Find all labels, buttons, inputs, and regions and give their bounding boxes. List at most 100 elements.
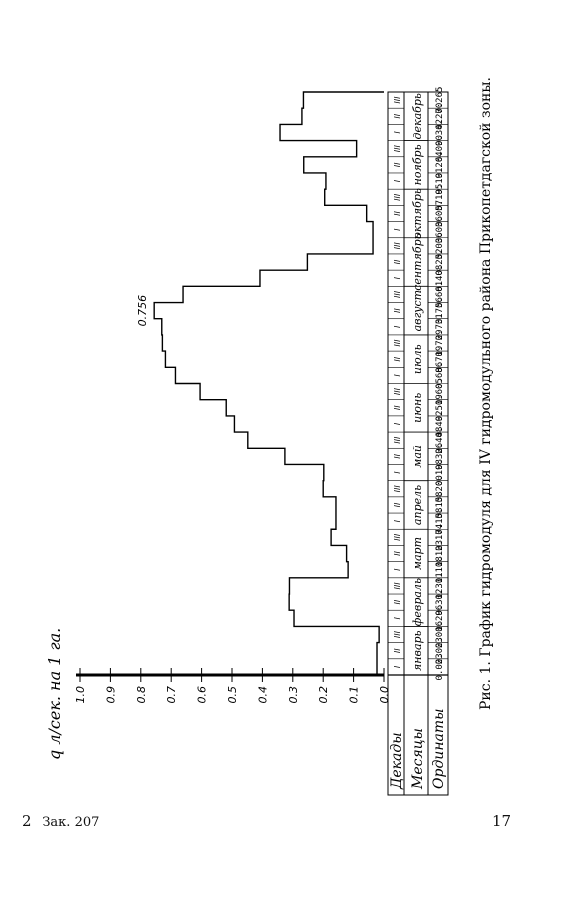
- decade-label: I: [393, 325, 402, 328]
- decade-bar: [336, 513, 384, 529]
- decade-label: III: [393, 145, 402, 153]
- y-tick-label: 0.4: [256, 686, 269, 704]
- ordinate-label: 0.023: [435, 637, 445, 664]
- row-label-decades: Декады: [389, 732, 405, 790]
- y-tick-label: 0.2: [317, 686, 330, 704]
- decade-label: II: [393, 113, 402, 118]
- ordinate-label: 0.731: [435, 313, 445, 340]
- decade-label: III: [393, 290, 402, 298]
- y-tick-label: 0.9: [104, 686, 117, 704]
- decade-label: III: [393, 242, 402, 250]
- decade-label: I: [393, 131, 402, 134]
- month-label: сентябрь: [411, 233, 424, 290]
- figure-caption: Рис. 1. График гидромодуля для IV гидром…: [478, 77, 494, 710]
- decade-bar: [307, 254, 384, 270]
- month-label: август: [411, 290, 424, 332]
- decade-label: I: [393, 276, 402, 279]
- decade-bar: [336, 497, 384, 513]
- decade-label: III: [393, 436, 402, 444]
- decade-bar: [234, 416, 384, 432]
- month-label: ноябрь: [411, 144, 424, 185]
- y-tick-label: 0.5: [226, 686, 239, 704]
- y-tick-label: 1.0: [74, 686, 87, 704]
- decade-label: III: [393, 193, 402, 201]
- ordinate-label: 0.158: [435, 508, 445, 535]
- decade-bar: [367, 205, 384, 221]
- decade-label: II: [393, 648, 402, 653]
- decade-label: I: [393, 374, 402, 377]
- decade-label: II: [393, 405, 402, 410]
- decade-bar: [348, 562, 384, 578]
- ordinate-label: 0.719: [435, 346, 445, 373]
- decade-label: I: [393, 471, 402, 474]
- ordinate-label: 0.296: [435, 605, 445, 632]
- decade-bar: [285, 448, 384, 464]
- decade-bar: [304, 157, 384, 173]
- decade-bar: [303, 92, 384, 108]
- ordinate-label: 0.264: [435, 151, 445, 178]
- ordinate-label: 0.312: [435, 589, 445, 616]
- page-number: 17: [492, 812, 512, 830]
- footer-order-note: Зак. 207: [42, 815, 100, 830]
- footer-left: 2 Зак. 207: [22, 812, 99, 830]
- decade-bar: [226, 400, 384, 416]
- decade-label: I: [393, 422, 402, 425]
- decade-bar: [373, 222, 384, 238]
- decade-bar: [260, 270, 384, 286]
- decade-bar: [200, 384, 384, 400]
- decade-bar: [325, 189, 384, 205]
- decade-bar: [289, 594, 384, 610]
- decade-label: I: [393, 616, 402, 619]
- decade-label: III: [393, 387, 402, 395]
- decade-bar: [379, 626, 384, 642]
- decade-bar: [154, 303, 384, 319]
- month-label: октябрь: [411, 188, 424, 239]
- decade-label: I: [393, 179, 402, 182]
- ordinate-label: 0.036: [435, 232, 445, 259]
- ordinate-label: 0.057: [435, 200, 445, 227]
- decade-bar: [175, 367, 384, 383]
- y-tick-label: 0.1: [348, 686, 361, 704]
- ordinate-label: 0.200: [435, 475, 445, 502]
- decade-bar: [324, 464, 384, 480]
- ordinate-label: 0.270: [435, 103, 445, 130]
- decade-label: II: [393, 551, 402, 556]
- ordinate-label: 0.023: [435, 653, 445, 680]
- ordinate-label: 0.016: [435, 621, 445, 648]
- month-label: декабрь: [411, 93, 424, 139]
- ordinate-label: 0.090: [435, 135, 445, 162]
- decade-bar: [373, 238, 384, 254]
- decade-label: II: [393, 259, 402, 264]
- decade-label: III: [393, 485, 402, 493]
- ordinate-label: 0.729: [435, 329, 445, 356]
- month-label: январь: [411, 630, 424, 671]
- ordinate-label: 0.252: [435, 248, 445, 275]
- ordinate-label: 0.265: [435, 87, 445, 114]
- ordinate-label: 0.519: [435, 394, 445, 421]
- decade-bar: [294, 610, 384, 626]
- y-axis-label: q л/сек. на 1 га.: [45, 628, 64, 760]
- y-tick-label: 0.0: [378, 686, 391, 704]
- month-label: июнь: [411, 393, 424, 423]
- decade-label: II: [393, 502, 402, 507]
- decade-bar: [377, 659, 384, 675]
- decade-label: III: [393, 630, 402, 638]
- y-tick-label: 0.7: [165, 686, 178, 704]
- row-label-months: Месяцы: [410, 728, 426, 790]
- ordinate-label: 0.195: [435, 184, 445, 211]
- decade-bar: [331, 529, 384, 545]
- month-label: февраль: [411, 578, 424, 626]
- decade-label: III: [393, 96, 402, 104]
- decade-bar: [377, 643, 384, 659]
- ordinate-label: 0.342: [435, 119, 445, 146]
- decade-bar: [289, 578, 384, 594]
- peak-value-label: 0.756: [136, 295, 149, 327]
- ordinate-label: 0.174: [435, 524, 445, 551]
- decade-bar: [165, 351, 384, 367]
- decade-bar: [323, 481, 384, 497]
- decade-bar: [162, 319, 384, 335]
- decade-bar: [357, 141, 384, 157]
- decade-label: I: [393, 228, 402, 231]
- decade-label: II: [393, 599, 402, 604]
